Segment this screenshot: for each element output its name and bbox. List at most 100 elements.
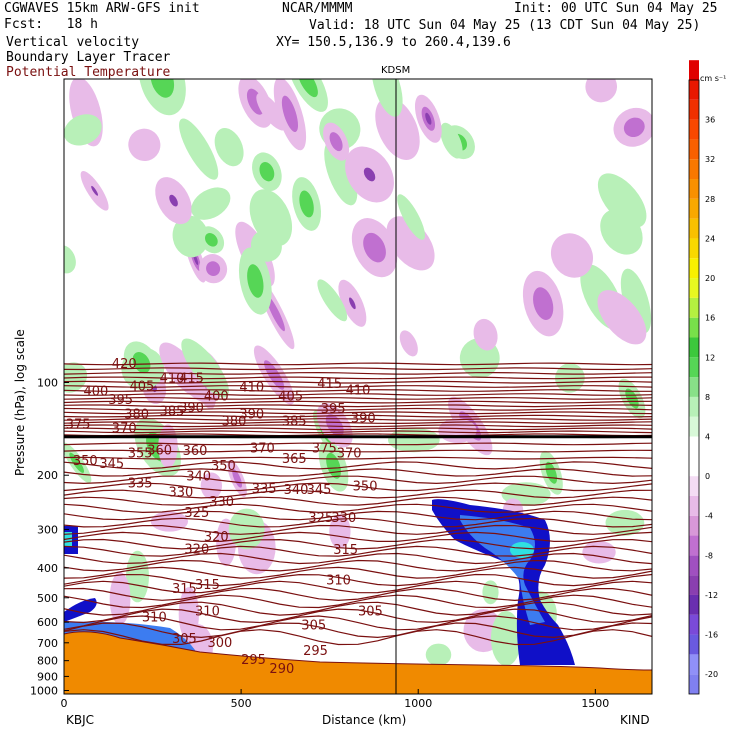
theta-label: 320 bbox=[184, 542, 209, 557]
x-tick-label: 0 bbox=[61, 697, 68, 710]
tracer-plume-core bbox=[510, 542, 534, 558]
theta-contour bbox=[64, 433, 652, 437]
theta-label: 320 bbox=[204, 530, 229, 545]
theta-label: 410 bbox=[239, 381, 264, 396]
theta-contour bbox=[64, 424, 652, 428]
theta-contour bbox=[64, 418, 652, 421]
theta-label: 345 bbox=[307, 483, 332, 498]
updraft-region bbox=[249, 189, 293, 247]
theta-contour bbox=[64, 362, 652, 366]
y-tick-label: 600 bbox=[37, 616, 58, 629]
field-label-boundary-tracer: Boundary Layer Tracer bbox=[6, 50, 171, 65]
downdraft-core bbox=[281, 95, 299, 133]
theta-label: 390 bbox=[179, 401, 204, 416]
model-title: CGWAVES 15km ARW-GFS init bbox=[4, 1, 200, 16]
colorbar-swatch bbox=[689, 456, 699, 477]
updraft-region bbox=[179, 118, 219, 180]
theta-label: 400 bbox=[83, 385, 108, 400]
colorbar-swatch bbox=[689, 99, 699, 120]
theta-label: 330 bbox=[331, 511, 356, 526]
theta-contour bbox=[64, 601, 652, 616]
colorbar-swatch bbox=[689, 495, 699, 516]
downdraft-region bbox=[597, 290, 647, 345]
updraft-core bbox=[299, 190, 314, 218]
downdraft-region bbox=[582, 540, 616, 564]
downdraft-core bbox=[206, 261, 221, 276]
y-tick-label: 1000 bbox=[30, 685, 58, 698]
theta-contour bbox=[64, 442, 652, 446]
downdraft-region bbox=[329, 514, 351, 549]
terrain-fill bbox=[64, 631, 652, 694]
theta-label: 325 bbox=[184, 506, 209, 521]
colorbar-swatch bbox=[689, 377, 699, 397]
updraft-region bbox=[191, 187, 231, 220]
theta-label: 310 bbox=[326, 574, 351, 589]
theta-contour bbox=[64, 371, 652, 375]
downdraft-region bbox=[585, 79, 618, 103]
colorbar-swatch bbox=[689, 159, 699, 180]
downdraft-region bbox=[109, 572, 131, 625]
vertical-velocity-fill bbox=[64, 79, 652, 671]
theta-label: 300 bbox=[207, 636, 232, 651]
theta-label: 315 bbox=[195, 578, 220, 593]
theta-label: 405 bbox=[278, 389, 303, 404]
theta-contour bbox=[64, 449, 652, 453]
updraft-region bbox=[371, 79, 403, 117]
colorbar-tick-label: 16 bbox=[705, 314, 715, 323]
valid-time: Valid: 18 UTC Sun 04 May 25 (13 CDT Sun … bbox=[309, 18, 701, 33]
y-tick-label: 300 bbox=[37, 523, 58, 536]
colorbar-swatch bbox=[689, 139, 699, 160]
theta-label: 290 bbox=[269, 662, 294, 677]
downdraft-region bbox=[256, 92, 287, 131]
colorbar-swatch bbox=[689, 396, 699, 417]
theta-label: 380 bbox=[222, 415, 247, 430]
theta-contour bbox=[64, 531, 652, 543]
theta-contour bbox=[64, 545, 652, 557]
theta-contour bbox=[64, 475, 652, 485]
station-right-label: KIND bbox=[620, 713, 650, 727]
theta-contour bbox=[64, 385, 652, 388]
station-left-label: KBJC bbox=[66, 713, 95, 727]
theta-label: 390 bbox=[351, 412, 376, 427]
colorbar-swatch bbox=[689, 278, 699, 298]
theta-label: 415 bbox=[179, 371, 204, 386]
colorbar: -20 -16 -12 -8 -4 0 4 8 12 16 20 24 28 32 36 bbox=[688, 60, 718, 695]
theta-label: 305 bbox=[358, 605, 383, 620]
theta-label: 420 bbox=[112, 357, 137, 372]
colorbar-unit: cm s⁻¹ bbox=[700, 74, 727, 83]
updraft-region bbox=[64, 114, 102, 146]
downdraft-core bbox=[329, 132, 343, 152]
theta-contour bbox=[64, 400, 652, 404]
downdraft-region bbox=[399, 330, 418, 357]
theta-label: 310 bbox=[142, 611, 167, 626]
theta-label: 340 bbox=[186, 470, 211, 485]
updraft-region bbox=[620, 268, 652, 334]
downdraft-region bbox=[159, 342, 206, 399]
theta-label: 325 bbox=[308, 511, 333, 526]
theta-contour bbox=[64, 404, 652, 408]
theta-contour bbox=[64, 456, 652, 460]
station-mid-label: KDSM bbox=[381, 65, 411, 76]
downdraft-region bbox=[473, 318, 498, 351]
theta-contour bbox=[64, 573, 652, 587]
theta-label: 340 bbox=[284, 483, 309, 498]
theta-contour bbox=[64, 552, 652, 565]
theta-contour bbox=[64, 587, 652, 602]
downdraft-core bbox=[623, 117, 645, 138]
theta-contour bbox=[64, 503, 652, 514]
theta-contour bbox=[64, 496, 652, 506]
theta-contours bbox=[64, 362, 652, 646]
colorbar-swatch bbox=[689, 198, 699, 219]
colorbar-frame bbox=[688, 79, 700, 695]
theta-label: 355 bbox=[128, 446, 153, 461]
theta-contour bbox=[64, 482, 652, 492]
theta-contour bbox=[64, 580, 652, 594]
x-tick-label: 500 bbox=[231, 697, 252, 710]
updraft-region bbox=[172, 215, 209, 258]
theta-label: 330 bbox=[209, 495, 234, 510]
theta-contour bbox=[64, 367, 652, 371]
theta-contour bbox=[64, 594, 652, 609]
colorbar-tick-label: -12 bbox=[705, 591, 718, 600]
updraft-region bbox=[490, 610, 522, 666]
colorbar-swatch bbox=[689, 535, 699, 556]
